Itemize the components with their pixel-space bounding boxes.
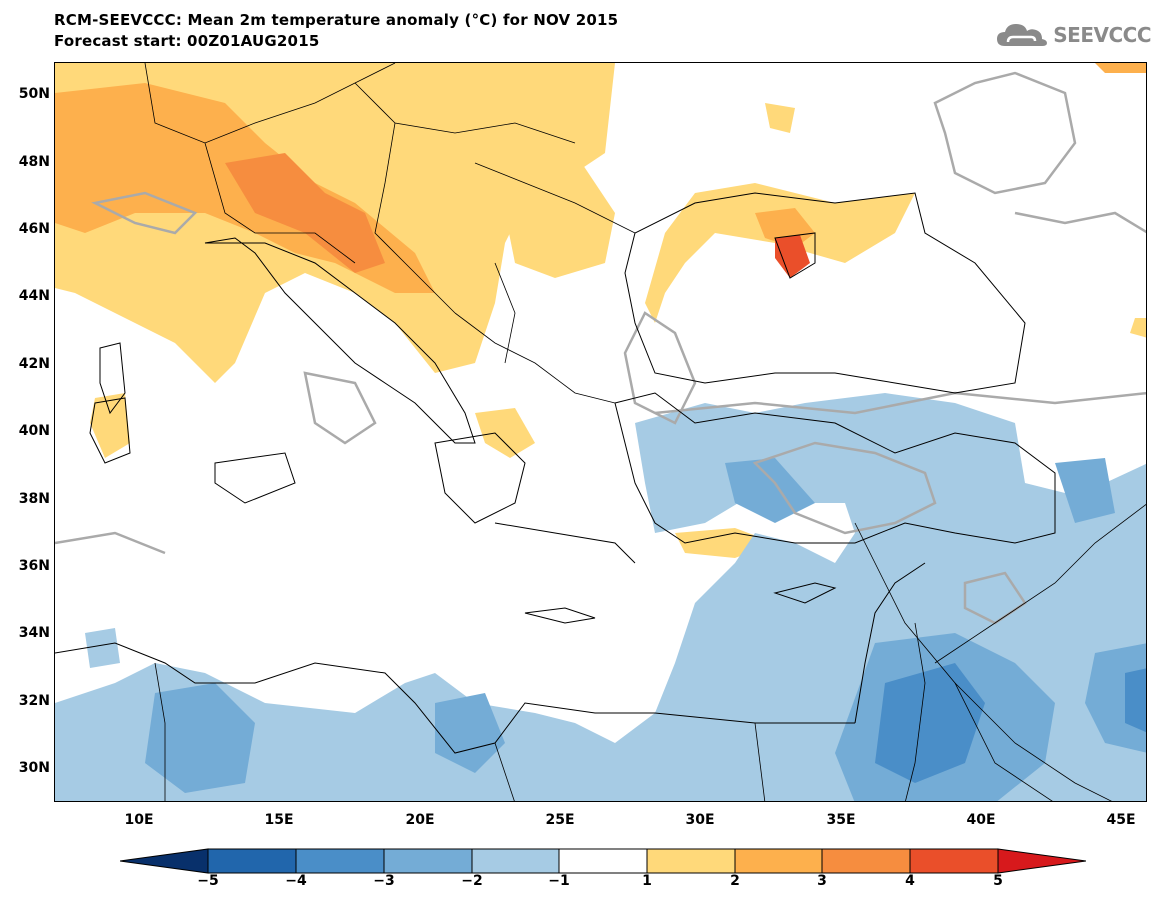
lat-label-48n: 48N — [18, 154, 50, 170]
lat-label-38n: 38N — [18, 491, 50, 507]
lat-label-34n: 34N — [18, 625, 50, 641]
lat-label-44n: 44N — [18, 288, 50, 304]
colorbar-label: −1 — [548, 873, 570, 889]
colorbar-label: −2 — [461, 873, 483, 889]
zero-contours — [55, 71, 1146, 625]
colorbar-label: −4 — [285, 873, 307, 889]
anomaly-map — [55, 63, 1146, 801]
lat-label-46n: 46N — [18, 221, 50, 237]
lon-label-30e: 30E — [685, 812, 715, 828]
lat-label-42n: 42N — [18, 356, 50, 372]
country-borders — [144, 63, 1146, 801]
colorbar-label: 5 — [993, 873, 1003, 889]
lon-label-35e: 35E — [826, 812, 856, 828]
colorbar-label: 3 — [817, 873, 827, 889]
logo-text: SEEVCCC — [1053, 23, 1151, 47]
lon-label-25e: 25E — [545, 812, 575, 828]
lon-label-15e: 15E — [264, 812, 294, 828]
lat-label-36n: 36N — [18, 558, 50, 574]
cloud-icon — [997, 24, 1048, 46]
negative-anomaly-areas — [55, 393, 1146, 801]
lon-label-10e: 10E — [124, 812, 154, 828]
colorbar-label: −5 — [197, 873, 219, 889]
lon-label-20e: 20E — [405, 812, 435, 828]
title-line-1: RCM-SEEVCCC: Mean 2m temperature anomaly… — [54, 11, 619, 29]
lat-label-40n: 40N — [18, 423, 50, 439]
positive-anomaly-areas — [55, 63, 1146, 558]
lat-label-30n: 30N — [18, 760, 50, 776]
lon-label-40e: 40E — [966, 812, 996, 828]
colorbar — [119, 848, 1087, 878]
coastlines — [55, 192, 1056, 754]
colorbar-label: 2 — [730, 873, 740, 889]
title-line-2: Forecast start: 00Z01AUG2015 — [54, 32, 320, 50]
colorbar-label: 1 — [642, 873, 652, 889]
lat-label-32n: 32N — [18, 693, 50, 709]
colorbar-label: 4 — [905, 873, 915, 889]
colorbar-label: −3 — [373, 873, 395, 889]
lon-label-45e: 45E — [1106, 812, 1136, 828]
map-title: RCM-SEEVCCC: Mean 2m temperature anomaly… — [54, 10, 618, 52]
lat-label-50n: 50N — [18, 86, 50, 102]
colorbar-svg — [119, 848, 1087, 874]
map-panel — [54, 62, 1147, 802]
seevccc-logo: SEEVCCC — [995, 20, 1151, 50]
